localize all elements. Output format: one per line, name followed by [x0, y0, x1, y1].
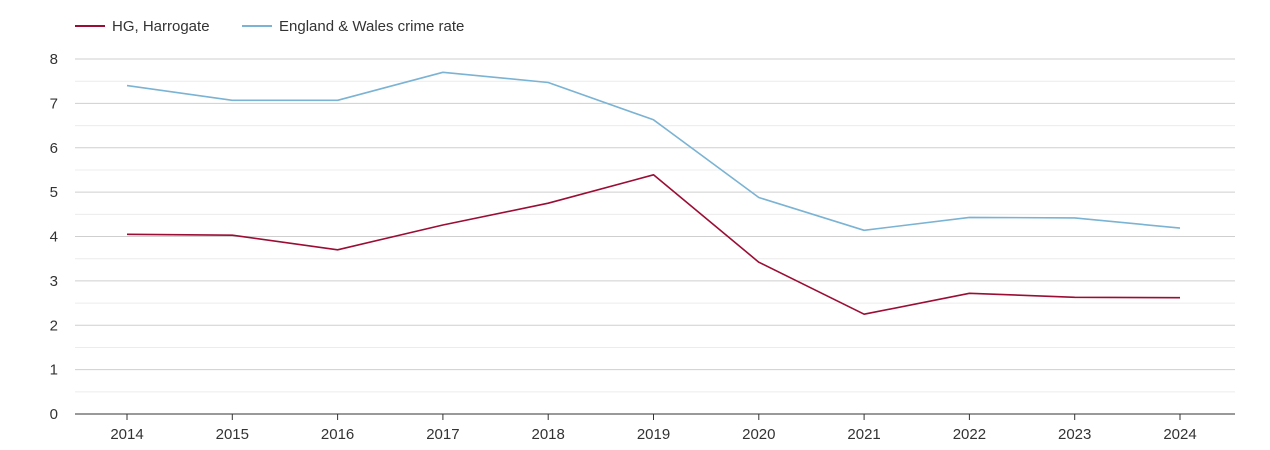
- series-0-point: [125, 232, 129, 236]
- legend-item-0[interactable]: HG, Harrogate: [75, 18, 210, 35]
- series-1-point: [336, 98, 340, 102]
- series-1-point: [546, 81, 550, 85]
- x-tick-label: 2020: [742, 426, 775, 443]
- series-0-point: [757, 260, 761, 264]
- y-tick-label: 4: [50, 229, 58, 246]
- series-1-point: [230, 98, 234, 102]
- x-tick-label: 2016: [321, 426, 354, 443]
- x-tick-label: 2019: [637, 426, 670, 443]
- x-tick-label: 2017: [426, 426, 459, 443]
- series-1-point: [1073, 216, 1077, 220]
- y-tick-label: 1: [50, 362, 58, 379]
- series-line-1: [126, 71, 1181, 232]
- y-tick-label: 7: [50, 95, 58, 112]
- series-0-point: [336, 248, 340, 252]
- x-tick-label: 2022: [953, 426, 986, 443]
- series-0-point: [546, 201, 550, 205]
- series-1-point: [1178, 226, 1182, 230]
- x-tick-label: 2024: [1163, 426, 1196, 443]
- series-0-point: [441, 223, 445, 227]
- x-tick-label: 2015: [216, 426, 249, 443]
- x-tick-label: 2021: [847, 426, 880, 443]
- series-1-point: [441, 70, 445, 74]
- series-line-0: [126, 174, 1181, 316]
- axes: 0 1 2 3 4 5 6 7 8 2014 2015 2016 2017 2018 2019 2020 202…: [50, 51, 1235, 443]
- y-tick-label: 2: [50, 317, 58, 334]
- series-0-point: [652, 173, 656, 177]
- series-0-point: [967, 291, 971, 295]
- series-1-point: [967, 215, 971, 219]
- series-1-point: [862, 228, 866, 232]
- series-0-point: [862, 312, 866, 316]
- x-tick-label: 2023: [1058, 426, 1091, 443]
- y-tick-label: 0: [50, 406, 58, 423]
- legend-item-1[interactable]: England & Wales crime rate: [242, 18, 464, 35]
- series-0-point: [1178, 296, 1182, 300]
- series-1-point: [652, 118, 656, 122]
- x-tick-label: 2014: [110, 426, 143, 443]
- y-tick-label: 3: [50, 273, 58, 290]
- y-tick-label: 6: [50, 140, 58, 157]
- legend-label: HG, Harrogate: [112, 18, 210, 35]
- x-tick-label: 2018: [532, 426, 565, 443]
- series-0-point: [230, 233, 234, 237]
- series-0-point: [1073, 295, 1077, 299]
- series-1-point: [125, 84, 129, 88]
- legend[interactable]: HG, Harrogate England & Wales crime rate: [75, 18, 464, 35]
- y-tick-label: 8: [50, 51, 58, 68]
- legend-label: England & Wales crime rate: [279, 18, 464, 35]
- series-1-point: [757, 195, 761, 199]
- grid-lines: [75, 58, 1235, 393]
- y-tick-label: 5: [50, 184, 58, 201]
- series-lines: [125, 70, 1182, 316]
